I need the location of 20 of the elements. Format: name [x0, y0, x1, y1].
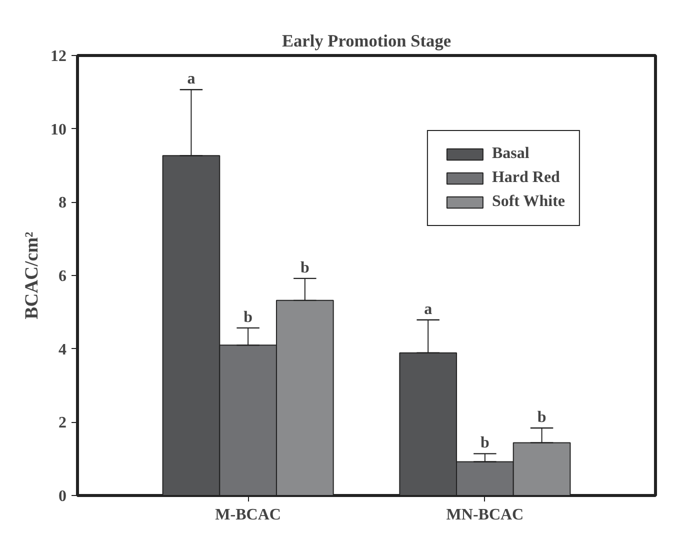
annotation: b [480, 434, 490, 452]
x-tick-label: MN-BCAC [446, 506, 524, 524]
legend-label: Hard Red [492, 169, 560, 187]
x-tick-label: M-BCAC [215, 506, 281, 524]
annotation: a [424, 300, 432, 318]
annotation: a [187, 70, 196, 88]
y-tick-label: 2 [58, 414, 66, 432]
y-axis-title: BCAC/cm² [22, 231, 42, 320]
legend-label: Soft White [492, 193, 565, 211]
annotation: b [244, 308, 253, 326]
legend-label: Basal [492, 145, 530, 163]
annotation: b [300, 259, 310, 276]
y-tick-label: 4 [58, 341, 66, 358]
y-tick-label: 0 [58, 488, 66, 505]
y-tick-label: 8 [58, 194, 66, 212]
chart-title: Early Promotion Stage [282, 32, 452, 50]
y-tick-label: 12 [50, 48, 66, 65]
annotation: b [537, 409, 546, 426]
y-tick-label: 10 [50, 121, 66, 138]
y-tick-label: 6 [58, 268, 66, 285]
